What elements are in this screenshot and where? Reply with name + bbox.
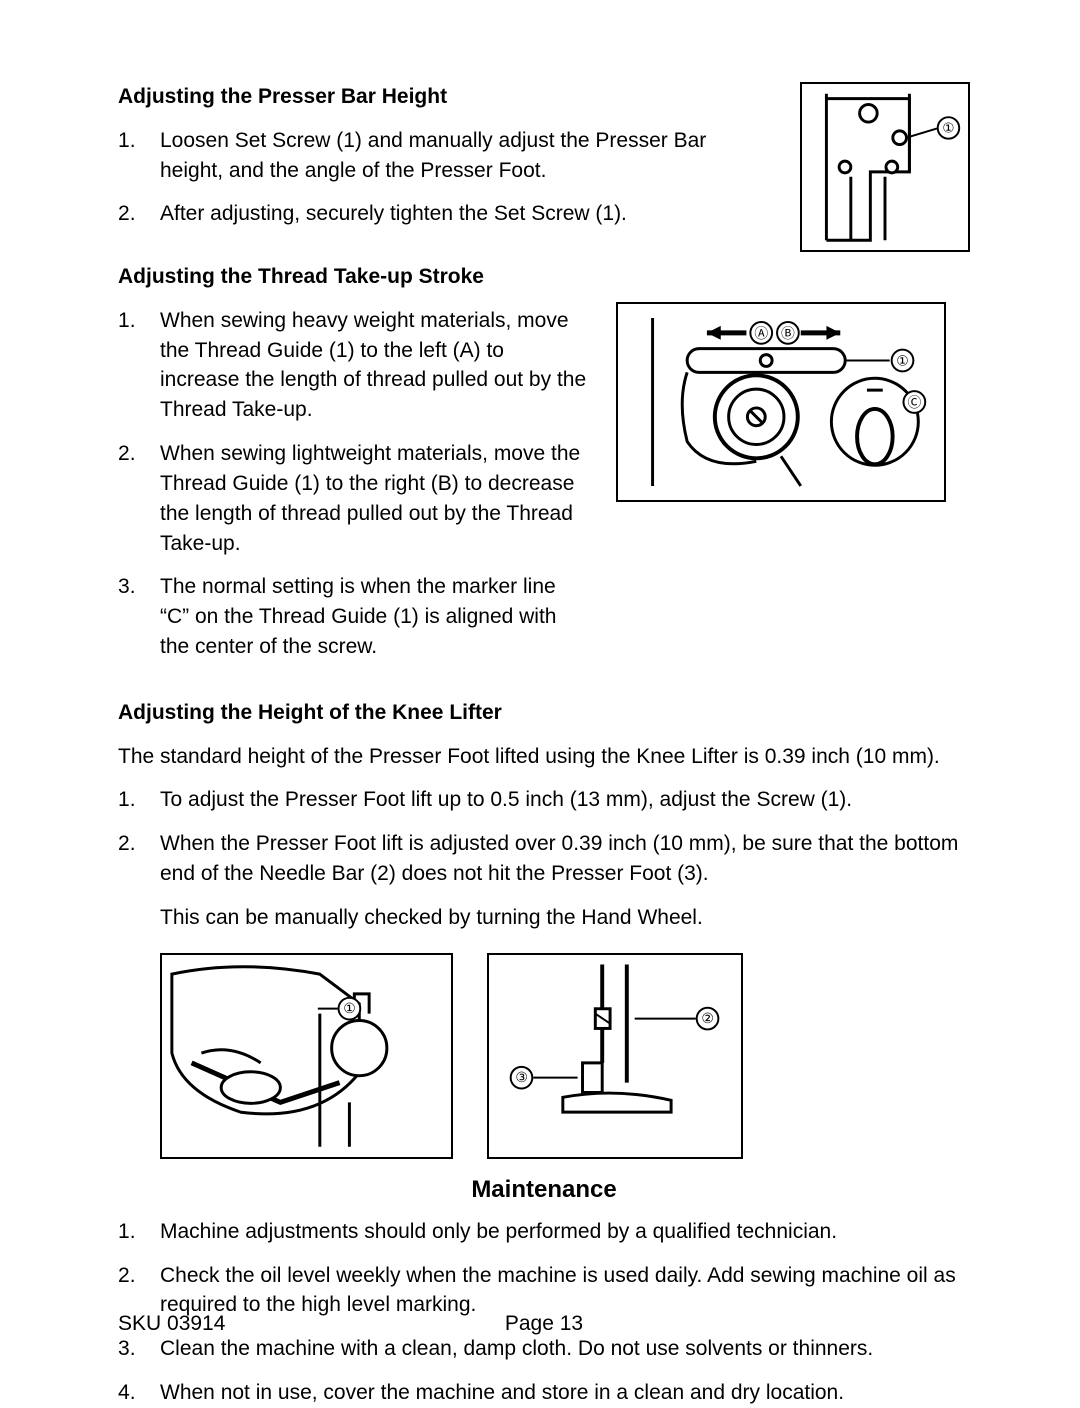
list-item: When sewing heavy weight materials, move… xyxy=(118,306,588,425)
section3-subtext: This can be manually checked by turning … xyxy=(160,903,970,933)
list-item: The normal setting is when the marker li… xyxy=(118,572,588,661)
section-presser-bar: Adjusting the Presser Bar Height Loosen … xyxy=(118,82,970,252)
figure-presser-bar: ① xyxy=(800,82,970,252)
section3-list: To adjust the Presser Foot lift up to 0.… xyxy=(118,785,970,932)
section-thread-takeup: Adjusting the Thread Take-up Stroke When… xyxy=(118,262,970,682)
list-item: To adjust the Presser Foot lift up to 0.… xyxy=(118,785,970,815)
figure-thread-takeup: Ⓐ Ⓑ ① Ⓒ xyxy=(616,302,946,502)
section3-figures: ① ② ③ xyxy=(160,953,970,1159)
section2-text: Adjusting the Thread Take-up Stroke When… xyxy=(118,262,588,682)
page-footer: SKU 03914 Page 13 xyxy=(118,1309,970,1339)
callout-2-label: ② xyxy=(701,1011,713,1026)
section1-heading: Adjusting the Presser Bar Height xyxy=(118,82,772,112)
figure-knee-lifter-right: ② ③ xyxy=(487,953,743,1159)
section-maintenance: Maintenance Machine adjustments should o… xyxy=(118,1173,970,1408)
list-item: Loosen Set Screw (1) and manually adjust… xyxy=(118,126,772,186)
callout-1-label: ① xyxy=(896,353,908,369)
callout-1-label: ① xyxy=(942,120,954,135)
callout-b-label: Ⓑ xyxy=(781,325,795,341)
list-item-text: When the Presser Foot lift is adjusted o… xyxy=(160,832,958,885)
section2-list: When sewing heavy weight materials, move… xyxy=(118,306,588,662)
section3-intro: The standard height of the Presser Foot … xyxy=(118,742,970,772)
callout-1-label: ① xyxy=(343,1001,355,1016)
list-item: After adjusting, securely tighten the Se… xyxy=(118,199,772,229)
maintenance-heading: Maintenance xyxy=(118,1173,970,1207)
section3-heading: Adjusting the Height of the Knee Lifter xyxy=(118,698,970,728)
callout-3-label: ③ xyxy=(515,1070,527,1085)
section1-text: Adjusting the Presser Bar Height Loosen … xyxy=(118,82,772,249)
list-item: When not in use, cover the machine and s… xyxy=(118,1378,970,1408)
figure-knee-lifter-left: ① xyxy=(160,953,453,1159)
section1-list: Loosen Set Screw (1) and manually adjust… xyxy=(118,126,772,229)
callout-a-label: Ⓐ xyxy=(754,325,768,341)
list-item: When sewing lightweight materials, move … xyxy=(118,439,588,558)
footer-page: Page 13 xyxy=(118,1309,970,1339)
section-knee-lifter: Adjusting the Height of the Knee Lifter … xyxy=(118,698,970,1159)
callout-c-label: Ⓒ xyxy=(907,394,921,410)
list-item: Machine adjustments should only be perfo… xyxy=(118,1217,970,1247)
section2-heading: Adjusting the Thread Take-up Stroke xyxy=(118,262,588,292)
list-item: When the Presser Foot lift is adjusted o… xyxy=(118,829,970,932)
